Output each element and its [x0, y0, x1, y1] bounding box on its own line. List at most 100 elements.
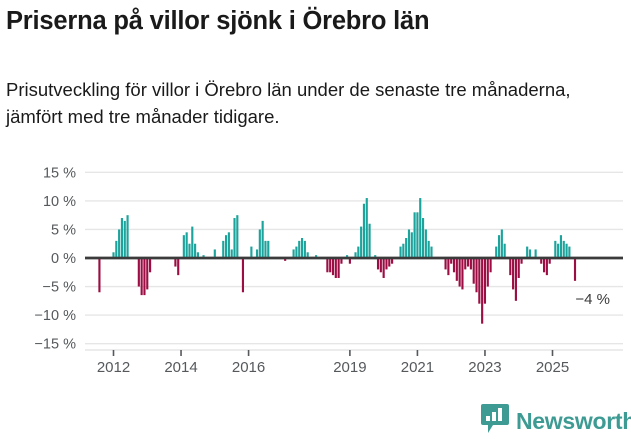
bar: [118, 229, 121, 258]
bar: [382, 258, 385, 278]
bar: [565, 243, 568, 258]
x-axis-tick-label: 2012: [97, 359, 130, 376]
bar: [149, 258, 152, 273]
bar: [261, 220, 264, 258]
bar: [227, 232, 230, 259]
bar: [391, 258, 394, 264]
bar: [174, 258, 177, 267]
bar: [306, 252, 309, 258]
bar: [427, 240, 430, 258]
bar: [475, 258, 478, 293]
bar: [120, 218, 124, 258]
bar: [258, 229, 261, 258]
y-axis-tick-label: 0 %: [51, 251, 76, 267]
bar: [500, 229, 503, 258]
bar: [337, 258, 340, 278]
bar: [450, 258, 453, 264]
bar: [374, 255, 377, 258]
bar: [489, 258, 492, 273]
y-axis-tick-label: −10 %: [34, 308, 76, 324]
bar: [410, 232, 413, 259]
bar: [452, 258, 456, 273]
bar: [517, 258, 520, 278]
bar: [362, 203, 366, 258]
bar: [230, 249, 233, 258]
bar: [368, 223, 371, 258]
bar: [514, 258, 517, 301]
bar: [188, 243, 191, 258]
bar: [562, 240, 565, 258]
bar: [402, 243, 405, 258]
bar: [447, 258, 450, 276]
bar-chart: 15 % 10 % 5 % 0 % −5 % −10 % −15 % 2012 2014 2016…: [34, 165, 623, 376]
bar: [146, 258, 149, 290]
bar: [326, 258, 329, 273]
y-axis-tick-label: −15 %: [34, 337, 76, 353]
bar: [568, 246, 571, 258]
bar: [495, 246, 498, 258]
bar: [331, 258, 335, 276]
bar: [303, 240, 306, 258]
bar: [241, 258, 245, 293]
bar: [542, 258, 546, 273]
bar: [388, 258, 391, 267]
bar: [419, 198, 422, 258]
gridlines: 15 % 10 % 5 % 0 % −5 % −10 % −15 %: [34, 165, 623, 353]
y-axis-tick-label: 10 %: [43, 194, 76, 210]
x-axis-tick-label: 2016: [232, 359, 265, 376]
bar: [295, 246, 298, 258]
bar: [413, 212, 416, 258]
bar: [469, 258, 472, 270]
bar: [348, 258, 351, 264]
bar: [534, 249, 537, 258]
bar: [126, 215, 129, 259]
bar: [191, 226, 194, 258]
bar: [346, 255, 349, 258]
bar: [233, 218, 236, 258]
y-axis-tick-label: 5 %: [51, 222, 76, 238]
bar: [483, 258, 487, 304]
bar: [385, 258, 388, 270]
bar: [365, 198, 368, 258]
bar: [143, 258, 146, 296]
y-axis-tick-label: 15 %: [43, 165, 76, 181]
bar: [540, 258, 543, 264]
bar: [360, 226, 363, 258]
bar: [236, 215, 239, 259]
bar: [472, 258, 475, 284]
x-axis-tick-label: 2023: [468, 359, 501, 376]
bar: [407, 229, 411, 258]
bar: [455, 258, 458, 281]
y-axis-tick-label: −5 %: [43, 280, 77, 296]
bar: [467, 258, 470, 267]
bar: [458, 258, 461, 287]
bar: [292, 249, 295, 258]
x-axis-tick-label: 2021: [401, 359, 434, 376]
bar: [557, 243, 560, 258]
bar: [340, 258, 343, 264]
bar: [548, 258, 551, 264]
x-axis: 2012 2014 2016 2019 2021 2023 2025: [85, 349, 623, 376]
bar: [554, 240, 557, 258]
bar: [98, 258, 101, 293]
bar: [478, 258, 481, 304]
bar: [182, 235, 185, 258]
bar: [250, 246, 253, 258]
bar: [573, 258, 577, 281]
bar: [486, 258, 489, 287]
bar: [509, 258, 512, 276]
bar: [357, 246, 360, 258]
bar: [196, 252, 199, 258]
bar: [284, 258, 287, 261]
x-axis-tick-label: 2025: [536, 359, 569, 376]
bar: [405, 238, 408, 258]
bar: [177, 258, 180, 276]
bar-series: [98, 198, 577, 324]
bar: [224, 235, 228, 258]
logo-text: Newsworthy: [516, 408, 631, 434]
bar: [399, 246, 402, 258]
bar: [267, 240, 270, 258]
x-axis-tick-label: 2019: [333, 359, 366, 376]
